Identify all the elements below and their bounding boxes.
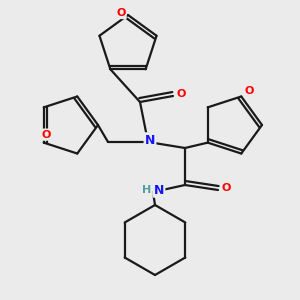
Text: O: O (116, 8, 126, 18)
Text: O: O (176, 89, 186, 99)
Text: O: O (221, 183, 231, 193)
Text: O: O (244, 86, 254, 97)
Text: O: O (41, 130, 50, 140)
Text: H: H (142, 185, 152, 195)
Text: N: N (145, 134, 155, 146)
Text: N: N (154, 184, 164, 196)
